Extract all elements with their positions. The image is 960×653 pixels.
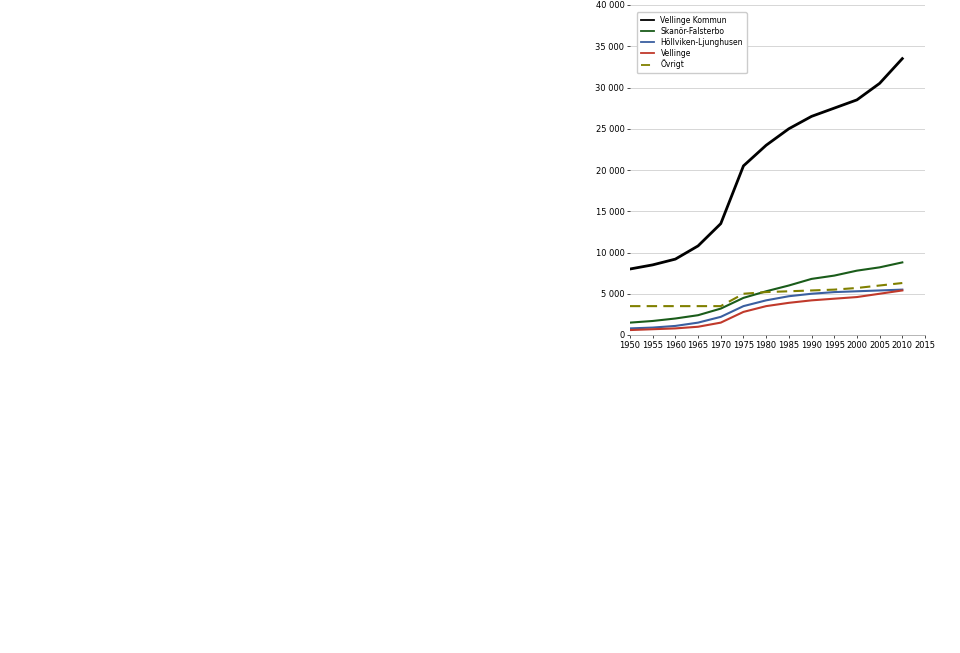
Text: SAMMANFATTNING: SAMMANFATTNING: [939, 118, 948, 221]
Legend: Vellinge Kommun, Skanör-Falsterbo, Höllviken-Ljunghusen, Vellinge, Övrigt: Vellinge Kommun, Skanör-Falsterbo, Höllv…: [636, 12, 747, 73]
